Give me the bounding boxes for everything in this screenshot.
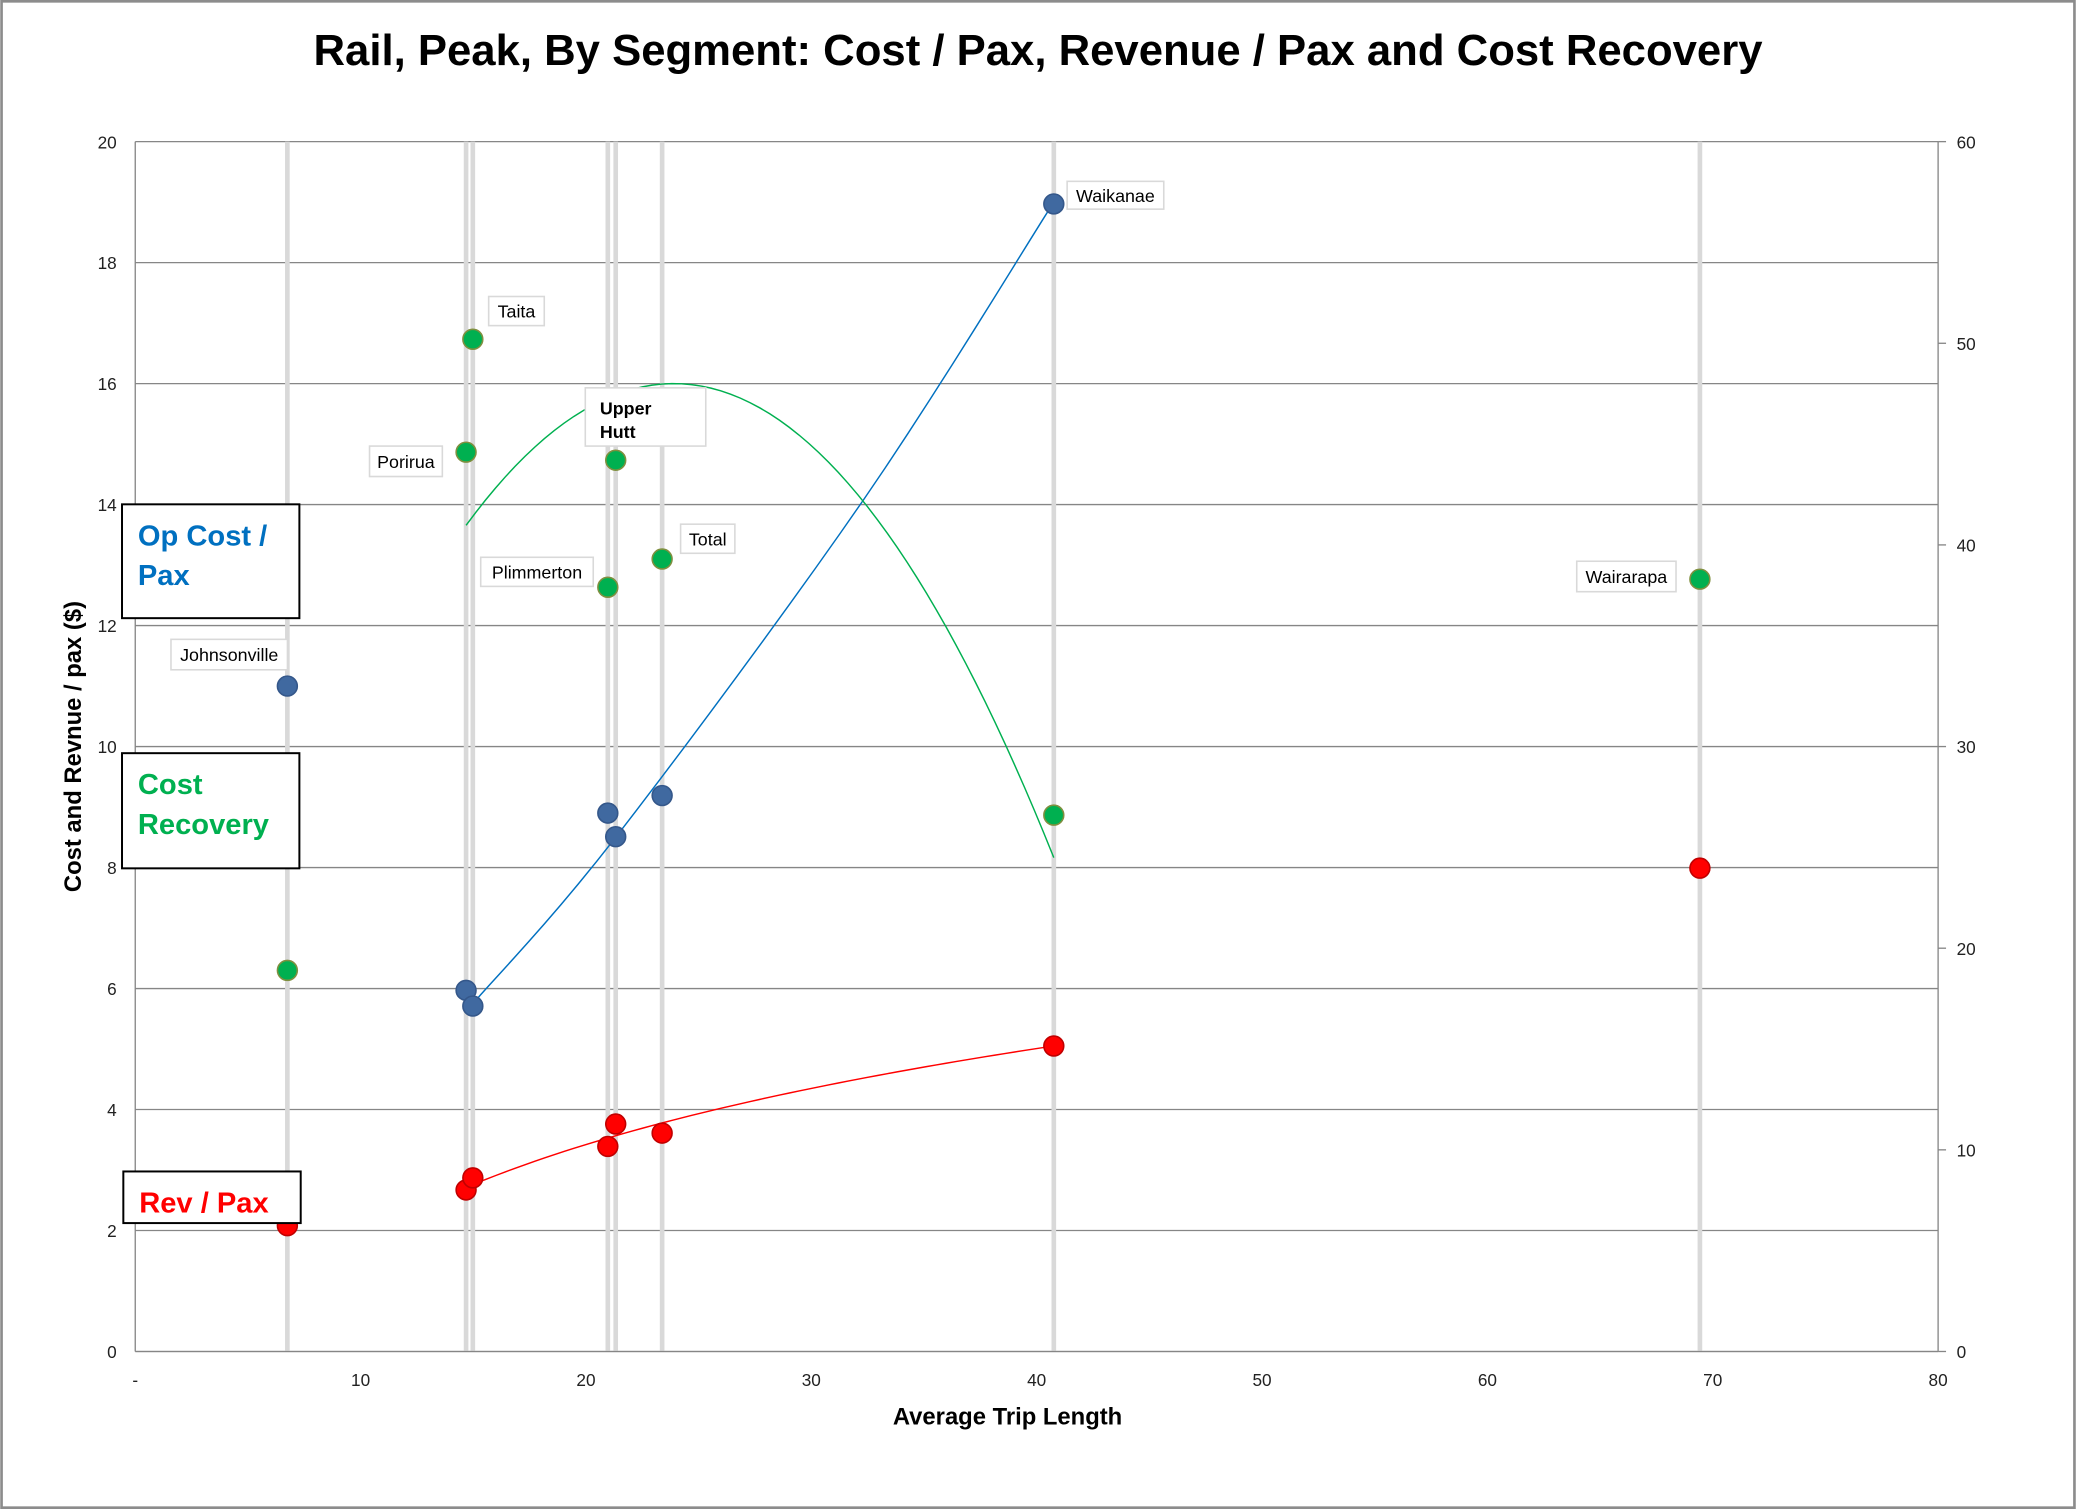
data-label-box: [368, 445, 444, 478]
point-rev-pax: [651, 1122, 673, 1144]
legend-box: [121, 503, 301, 620]
x-tick-label: 30: [802, 1370, 821, 1390]
point-cost-recovery: [651, 548, 673, 570]
y-axis-title: Cost and Revnue / pax ($): [60, 601, 87, 892]
x-tick-label: -: [132, 1370, 138, 1390]
point-rev-pax: [1043, 1035, 1065, 1057]
y2-tick-label: 40: [1957, 536, 1976, 556]
data-label-waikanae: Waikanae: [1076, 186, 1155, 206]
point-op-cost-pax: [276, 675, 299, 697]
legend-box: [122, 1170, 302, 1225]
point-op-cost-pax: [1043, 193, 1065, 215]
data-label-total: Total: [689, 529, 727, 549]
y2-tick-label: 10: [1957, 1140, 1976, 1160]
y-tick-label: 14: [98, 495, 118, 515]
x-tick-label: 10: [351, 1370, 370, 1390]
trendlines: [465, 201, 1055, 1189]
point-rev-pax: [1689, 857, 1711, 879]
axes: 0 2 4 6 8 10 12 14 16 18 20 0 10 20 30 40 50 60 - 10 20 30 40 5…: [98, 132, 1976, 1390]
point-op-cost-pax: [597, 802, 619, 824]
data-label-upper-hutt: Upper Hutt: [600, 398, 652, 442]
legend-cost-recovery: Cost Recovery: [138, 769, 270, 841]
y2-tick-label: 60: [1957, 132, 1976, 152]
legend-op-cost-pax: Op Cost / Pax: [138, 520, 267, 592]
y-tick-label: 18: [98, 253, 117, 273]
trendline-rev-pax: [465, 1045, 1054, 1189]
point-op-cost-pax: [604, 825, 627, 848]
data-label-box: [479, 556, 595, 588]
data-label-plimmerton: Plimmerton: [492, 562, 582, 582]
data-label-taita: Taita: [498, 302, 536, 322]
data-labels: Johnsonville Porirua Taita Plimmerton Upper H…: [170, 180, 1677, 671]
data-label-box: [170, 638, 289, 671]
x-tick-label: 80: [1929, 1370, 1948, 1390]
chart-title: Rail, Peak, By Segment: Cost / Pax, Reve…: [313, 26, 1763, 75]
y2-tick-label: 0: [1957, 1342, 1967, 1362]
y-tick-label: 20: [98, 132, 117, 152]
y2-tick-label: 50: [1957, 334, 1976, 354]
point-cost-recovery: [276, 959, 299, 982]
y-tick-label: 8: [107, 858, 117, 878]
data-label-box: [1575, 560, 1677, 593]
legend-rev-pax: Rev / Pax: [139, 1187, 268, 1219]
point-cost-recovery: [455, 441, 477, 463]
point-cost-recovery: [604, 449, 627, 471]
y-tick-label: 12: [98, 616, 117, 636]
trendline-op-cost-pax: [472, 201, 1055, 1005]
y-tick-label: 16: [98, 374, 117, 394]
x-axis-title: Average Trip Length: [893, 1403, 1122, 1430]
legend-boxes: Op Cost / Pax Cost Recovery Rev / Pax: [121, 503, 302, 1225]
point-rev-pax: [462, 1167, 484, 1189]
point-rev-pax: [604, 1113, 627, 1135]
point-cost-recovery: [462, 328, 484, 350]
y-tick-label: 10: [98, 737, 117, 757]
trendline-cost-recovery: [465, 382, 1055, 858]
x-tick-label: 50: [1252, 1370, 1271, 1390]
point-op-cost-pax: [651, 784, 673, 807]
y2-tick-label: 30: [1957, 737, 1976, 757]
data-label-box: [1066, 180, 1165, 210]
point-op-cost-pax: [462, 995, 484, 1017]
x-tick-label: 70: [1703, 1370, 1722, 1390]
point-cost-recovery: [1043, 804, 1065, 826]
data-label-wairarapa: Wairarapa: [1586, 567, 1668, 587]
data-label-porirua: Porirua: [377, 452, 435, 472]
data-label-box: [679, 523, 736, 555]
x-tick-label: 40: [1027, 1370, 1046, 1390]
y2-tick-label: 20: [1957, 939, 1976, 959]
x-tick-label: 60: [1478, 1370, 1497, 1390]
y-tick-label: 2: [107, 1221, 117, 1241]
data-label-box: [487, 295, 546, 327]
point-rev-pax: [597, 1135, 619, 1158]
y-tick-label: 4: [107, 1100, 117, 1120]
point-cost-recovery: [597, 576, 619, 598]
point-cost-recovery: [1689, 568, 1711, 590]
x-tick-label: 20: [576, 1370, 595, 1390]
legend-box: [121, 752, 301, 870]
y-tick-label: 6: [107, 979, 117, 999]
data-label-johnsonville: Johnsonville: [180, 645, 278, 665]
y-tick-label: 0: [107, 1342, 117, 1362]
data-label-box: [584, 387, 707, 447]
